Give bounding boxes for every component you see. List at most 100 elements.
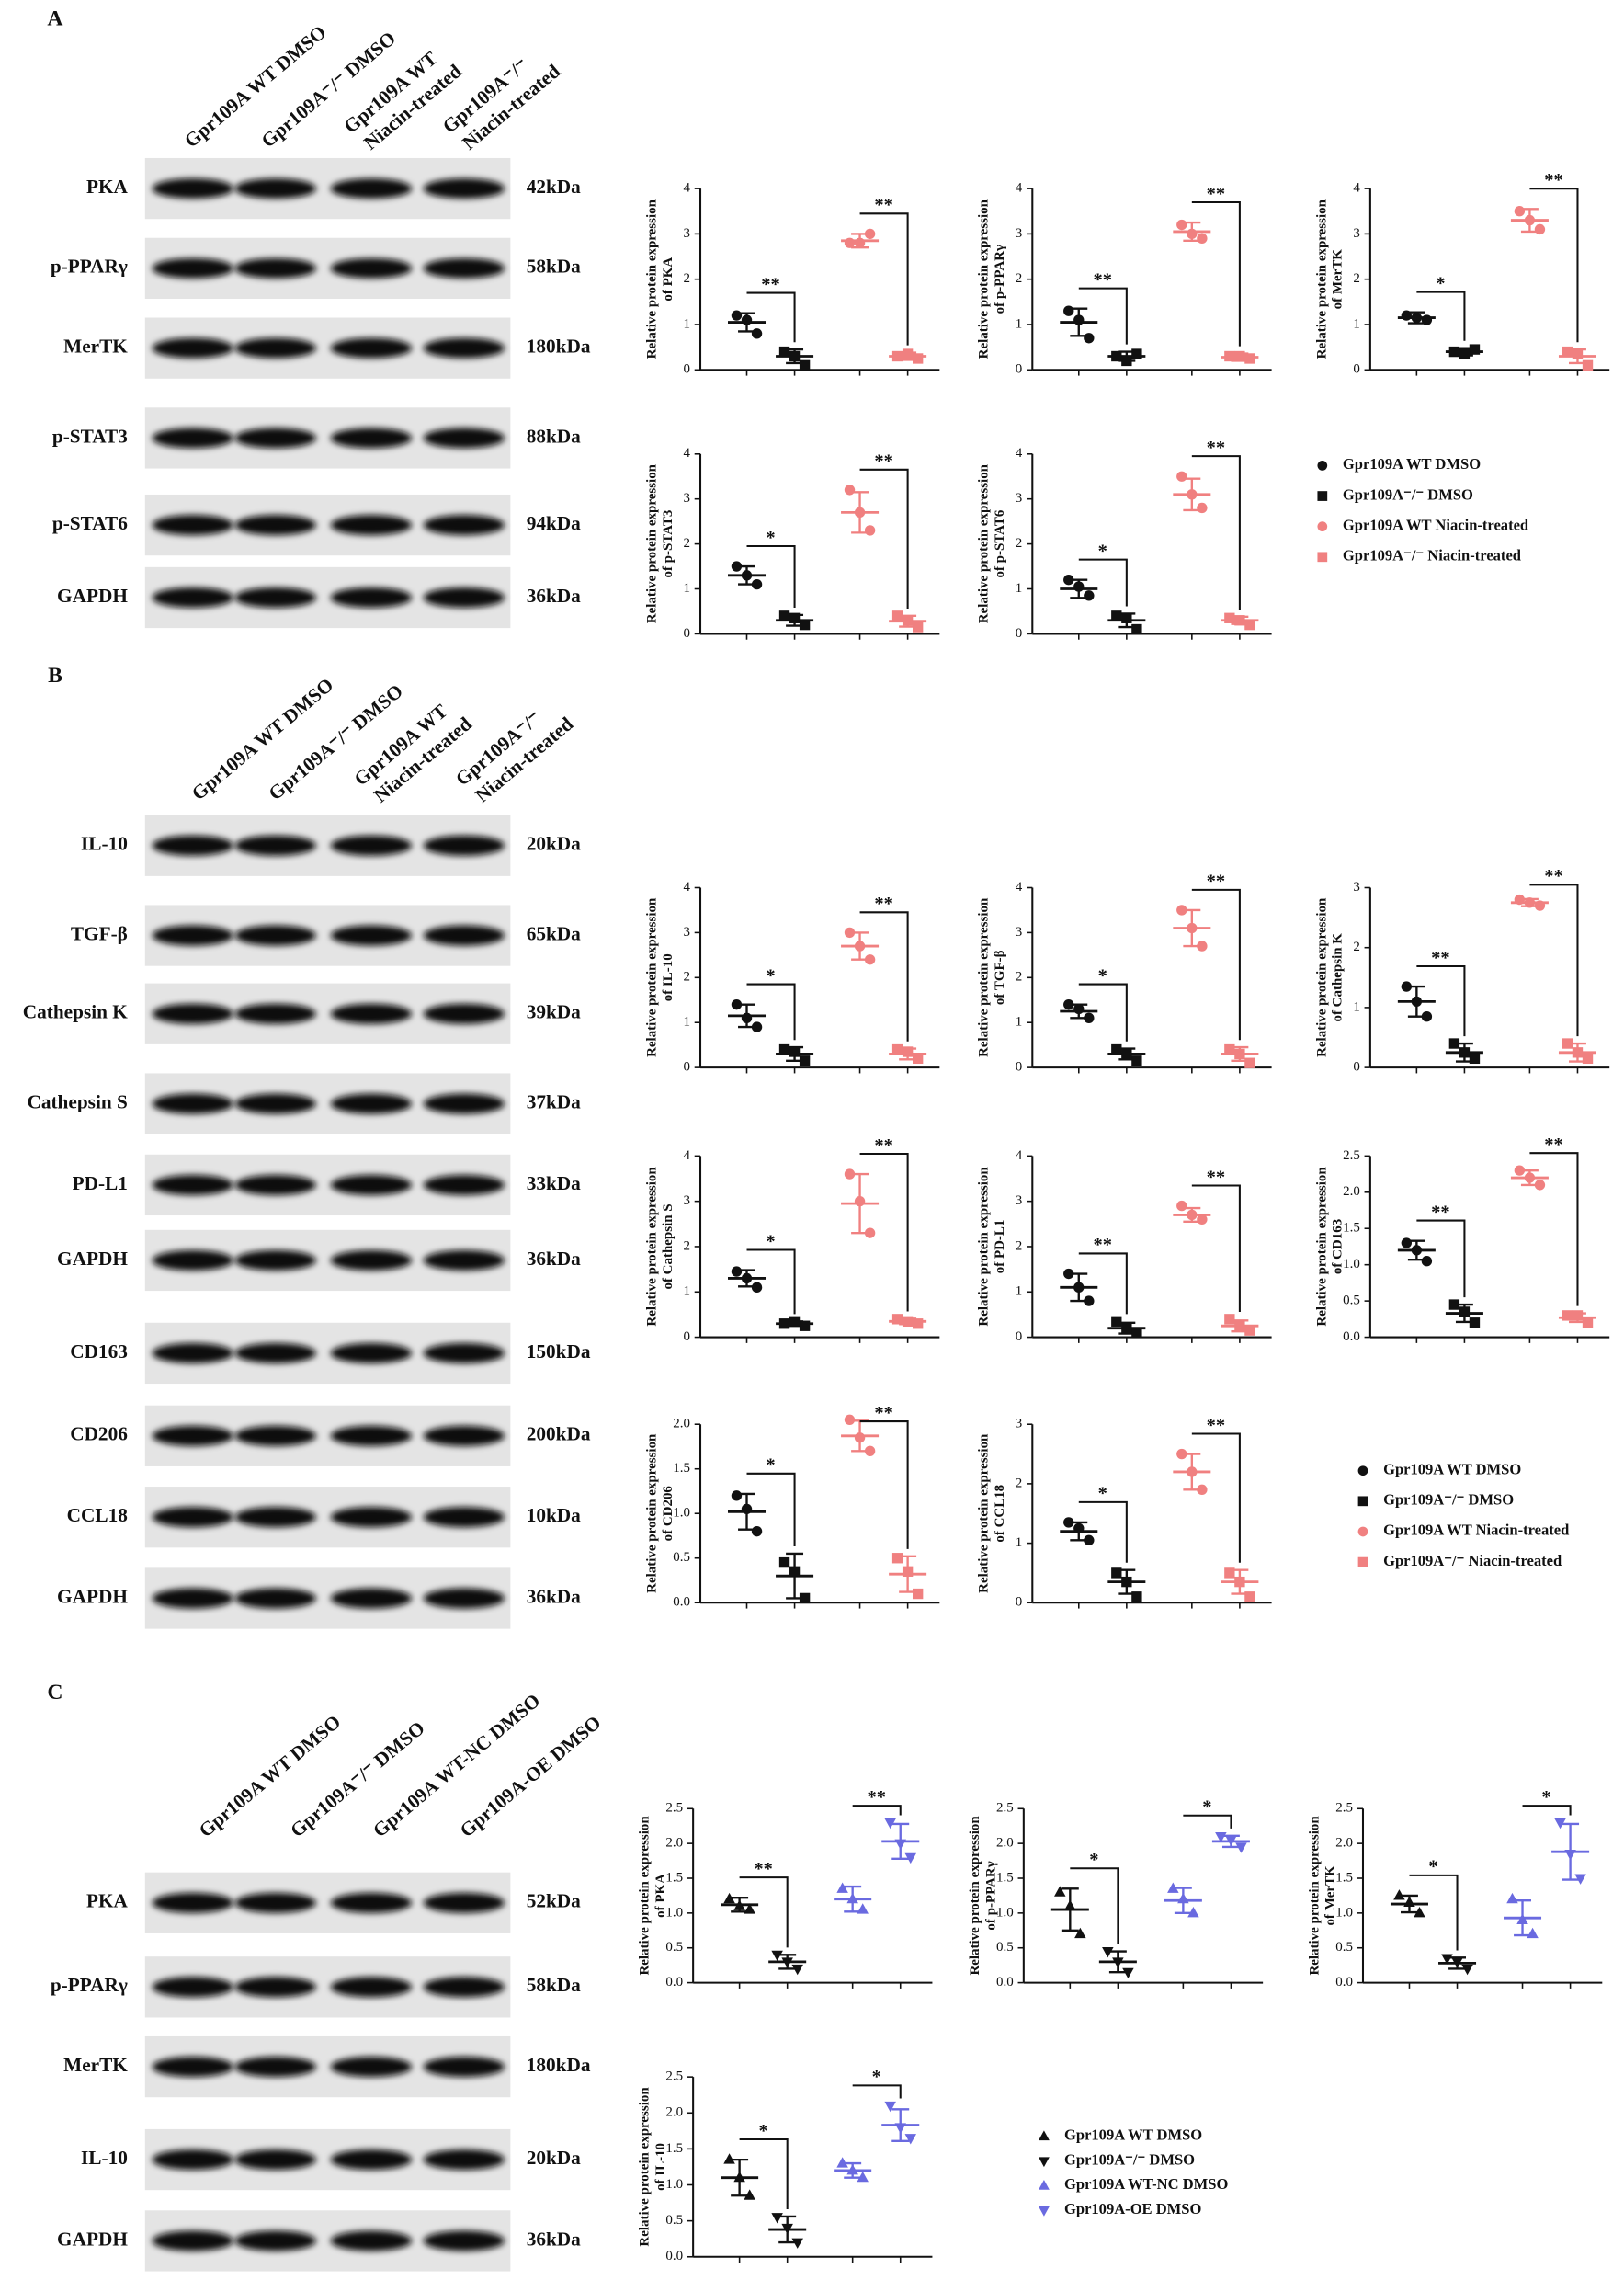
blot-band [330,1425,413,1446]
blot-band [234,1174,316,1195]
significance-label: * [1428,1857,1437,1877]
blot-band [330,2230,413,2252]
blot-band [423,587,505,609]
data-point [791,1964,803,1976]
data-point [1224,612,1235,623]
data-point [891,1043,903,1055]
legend-label: Gpr109A⁻/⁻ Niacin-treated [1383,1552,1562,1569]
data-point [1554,1818,1566,1830]
data-point [864,1445,876,1456]
blot-band [234,1003,316,1024]
blot-band [152,1588,234,1609]
significance-bracket [859,212,909,346]
y-tick-label: 4 [683,446,690,461]
legend-marker [1357,1526,1368,1537]
significance-bracket [1191,1184,1241,1312]
y-tick-label: 4 [1016,1148,1023,1163]
data-point [1197,233,1208,244]
y-axis-label: Relative protein expression [644,897,659,1057]
data-point [1224,1568,1235,1579]
significance-bracket [1416,1219,1466,1298]
data-point [902,1566,914,1577]
y-tick-label: 2 [1016,1476,1022,1490]
y-axis-label: of PKA [653,1874,668,1918]
data-point [902,615,914,626]
size-label: 94kDa [527,512,581,534]
data-point [771,2213,783,2224]
blot-band [152,2149,234,2171]
lane-label: Gpr109A-OE DMSO [456,1711,606,1841]
blot-band [423,1892,505,1913]
data-point [1448,346,1460,358]
data-point [789,1566,801,1577]
data-point [1506,1892,1518,1904]
significance-label: * [766,1231,775,1251]
blot-band [330,2057,413,2078]
legend-label: Gpr109A WT-NC DMSO [1064,2175,1228,2193]
y-tick-label: 2 [1016,536,1022,551]
y-tick-label: 3 [683,1193,689,1208]
size-label: 20kDa [527,833,581,855]
significance-bracket [1409,1874,1459,1951]
data-point [854,940,866,952]
data-point [1403,1896,1415,1908]
y-tick-label: 1 [1016,316,1022,331]
y-tick-label: 2 [683,1238,689,1253]
blot-band [152,1342,234,1363]
y-tick-label: 0.5 [1343,1294,1360,1308]
blot-band [330,1342,413,1363]
size-label: 65kDa [527,922,581,944]
data-point [1244,1325,1255,1336]
blot-band [152,337,234,359]
blot-band [234,925,316,946]
y-tick-label: 0 [1016,1060,1022,1075]
data-point [1176,471,1187,482]
legend-marker [1357,1556,1368,1568]
protein-label: CD206 [70,1423,128,1445]
blot-band [234,428,316,449]
blot-band [234,587,316,609]
size-label: 180kDa [527,336,591,358]
blot-band [423,2230,505,2252]
legend-label: Gpr109A WT Niacin-treated [1383,1522,1570,1539]
protein-label: p-PPARγ [51,256,128,278]
data-point [1421,314,1433,325]
y-tick-label: 0.0 [1335,1975,1353,1989]
significance-label: * [766,528,775,548]
y-tick-label: 0 [1353,362,1359,377]
data-point [854,507,866,519]
data-point [778,1318,790,1329]
protein-label: CCL18 [67,1504,128,1526]
data-point [1112,1957,1124,1968]
y-tick-label: 0.5 [1335,1940,1353,1955]
data-point [1224,1043,1235,1055]
data-point [1131,1327,1142,1339]
blot-band [152,1977,234,1998]
size-label: 39kDa [527,1001,581,1023]
y-tick-label: 2.5 [996,1801,1014,1816]
y-tick-label: 3 [683,226,689,241]
data-point [1582,1053,1594,1065]
y-tick-label: 1 [1016,581,1022,596]
protein-label: MerTK [63,336,128,358]
data-point [857,2171,869,2183]
data-point [844,927,856,939]
data-point [778,1043,790,1055]
blot-band [330,1249,413,1271]
size-label: 88kDa [527,425,581,447]
blot-band [234,835,316,856]
significance-bracket [859,911,909,1042]
data-point [789,1316,801,1327]
y-axis-label: Relative protein expression [638,2087,653,2247]
data-point [1572,1310,1584,1321]
data-point [884,1818,896,1830]
blot-band [152,1093,234,1114]
y-tick-label: 0 [1016,1595,1022,1610]
blot-band [234,1588,316,1609]
significance-bracket [852,1805,902,1816]
y-tick-label: 1 [1016,1284,1022,1299]
significance-label: ** [1207,184,1225,204]
data-point [1234,1576,1245,1588]
y-tick-label: 0.5 [673,1550,690,1565]
y-tick-label: 2.0 [673,1417,690,1431]
